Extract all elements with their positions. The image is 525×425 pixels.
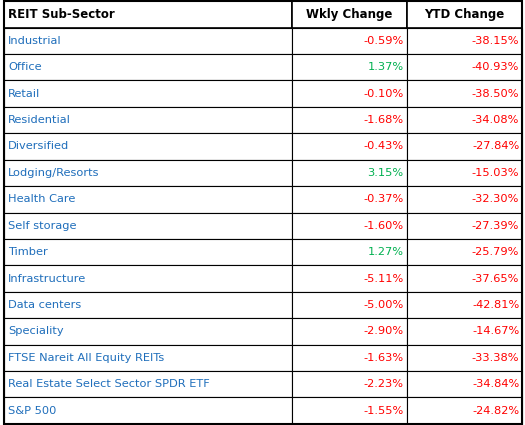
Bar — [4, 265, 292, 292]
Text: -32.30%: -32.30% — [472, 194, 519, 204]
Text: -40.93%: -40.93% — [472, 62, 519, 72]
Bar — [407, 292, 522, 318]
Text: S&P 500: S&P 500 — [8, 405, 57, 416]
Bar — [292, 107, 407, 133]
Bar — [407, 160, 522, 186]
Bar — [292, 160, 407, 186]
Bar — [407, 239, 522, 265]
Text: -27.84%: -27.84% — [472, 142, 519, 151]
Text: -15.03%: -15.03% — [472, 168, 519, 178]
Bar — [4, 107, 292, 133]
Text: Real Estate Select Sector SPDR ETF: Real Estate Select Sector SPDR ETF — [8, 379, 210, 389]
Bar — [407, 1, 522, 28]
Bar — [4, 239, 292, 265]
Text: -1.55%: -1.55% — [363, 405, 404, 416]
Text: -0.59%: -0.59% — [363, 36, 404, 46]
Text: -2.90%: -2.90% — [364, 326, 404, 336]
Text: Wkly Change: Wkly Change — [306, 8, 393, 21]
Text: Lodging/Resorts: Lodging/Resorts — [8, 168, 100, 178]
Bar — [4, 186, 292, 212]
Bar — [292, 239, 407, 265]
Text: Industrial: Industrial — [8, 36, 62, 46]
Text: -0.37%: -0.37% — [363, 194, 404, 204]
Text: Diversified: Diversified — [8, 142, 70, 151]
Text: -37.65%: -37.65% — [472, 274, 519, 283]
Bar — [4, 133, 292, 160]
Bar — [292, 80, 407, 107]
Text: Data centers: Data centers — [8, 300, 81, 310]
Text: -0.10%: -0.10% — [363, 89, 404, 99]
Bar — [407, 397, 522, 424]
Text: Timber: Timber — [8, 247, 48, 257]
Bar — [4, 80, 292, 107]
Bar — [4, 212, 292, 239]
Bar — [407, 107, 522, 133]
Text: Speciality: Speciality — [8, 326, 64, 336]
Text: -1.60%: -1.60% — [364, 221, 404, 231]
Text: -38.15%: -38.15% — [472, 36, 519, 46]
Text: -1.68%: -1.68% — [364, 115, 404, 125]
Bar — [292, 292, 407, 318]
Bar — [4, 54, 292, 80]
Bar — [407, 186, 522, 212]
Bar — [4, 28, 292, 54]
Bar — [407, 54, 522, 80]
Text: -2.23%: -2.23% — [364, 379, 404, 389]
Bar — [292, 212, 407, 239]
Bar — [292, 1, 407, 28]
Bar — [407, 318, 522, 345]
Text: -24.82%: -24.82% — [472, 405, 519, 416]
Bar — [4, 345, 292, 371]
Text: -14.67%: -14.67% — [472, 326, 519, 336]
Text: 3.15%: 3.15% — [368, 168, 404, 178]
Bar — [4, 160, 292, 186]
Bar — [4, 318, 292, 345]
Bar — [407, 345, 522, 371]
Text: Infrastructure: Infrastructure — [8, 274, 87, 283]
Text: Health Care: Health Care — [8, 194, 76, 204]
Text: -5.00%: -5.00% — [363, 300, 404, 310]
Text: -5.11%: -5.11% — [363, 274, 404, 283]
Text: FTSE Nareit All Equity REITs: FTSE Nareit All Equity REITs — [8, 353, 165, 363]
Bar — [407, 265, 522, 292]
Text: Retail: Retail — [8, 89, 40, 99]
Bar — [292, 28, 407, 54]
Text: -0.43%: -0.43% — [364, 142, 404, 151]
Bar — [292, 371, 407, 397]
Text: -1.63%: -1.63% — [364, 353, 404, 363]
Bar — [4, 1, 292, 28]
Text: -34.84%: -34.84% — [472, 379, 519, 389]
Text: -27.39%: -27.39% — [472, 221, 519, 231]
Text: REIT Sub-Sector: REIT Sub-Sector — [8, 8, 115, 21]
Text: -33.38%: -33.38% — [472, 353, 519, 363]
Bar — [4, 397, 292, 424]
Bar — [292, 345, 407, 371]
Bar — [292, 186, 407, 212]
Bar — [292, 133, 407, 160]
Bar — [407, 28, 522, 54]
Text: YTD Change: YTD Change — [425, 8, 505, 21]
Bar — [407, 80, 522, 107]
Text: 1.27%: 1.27% — [368, 247, 404, 257]
Text: -42.81%: -42.81% — [472, 300, 519, 310]
Bar — [292, 54, 407, 80]
Text: 1.37%: 1.37% — [368, 62, 404, 72]
Bar — [4, 371, 292, 397]
Text: -25.79%: -25.79% — [472, 247, 519, 257]
Bar — [292, 397, 407, 424]
Text: Residential: Residential — [8, 115, 71, 125]
Bar — [407, 371, 522, 397]
Text: Office: Office — [8, 62, 42, 72]
Bar — [407, 133, 522, 160]
Text: Self storage: Self storage — [8, 221, 77, 231]
Text: -34.08%: -34.08% — [472, 115, 519, 125]
Bar — [292, 318, 407, 345]
Bar — [4, 292, 292, 318]
Bar — [407, 212, 522, 239]
Text: -38.50%: -38.50% — [472, 89, 519, 99]
Bar — [292, 265, 407, 292]
